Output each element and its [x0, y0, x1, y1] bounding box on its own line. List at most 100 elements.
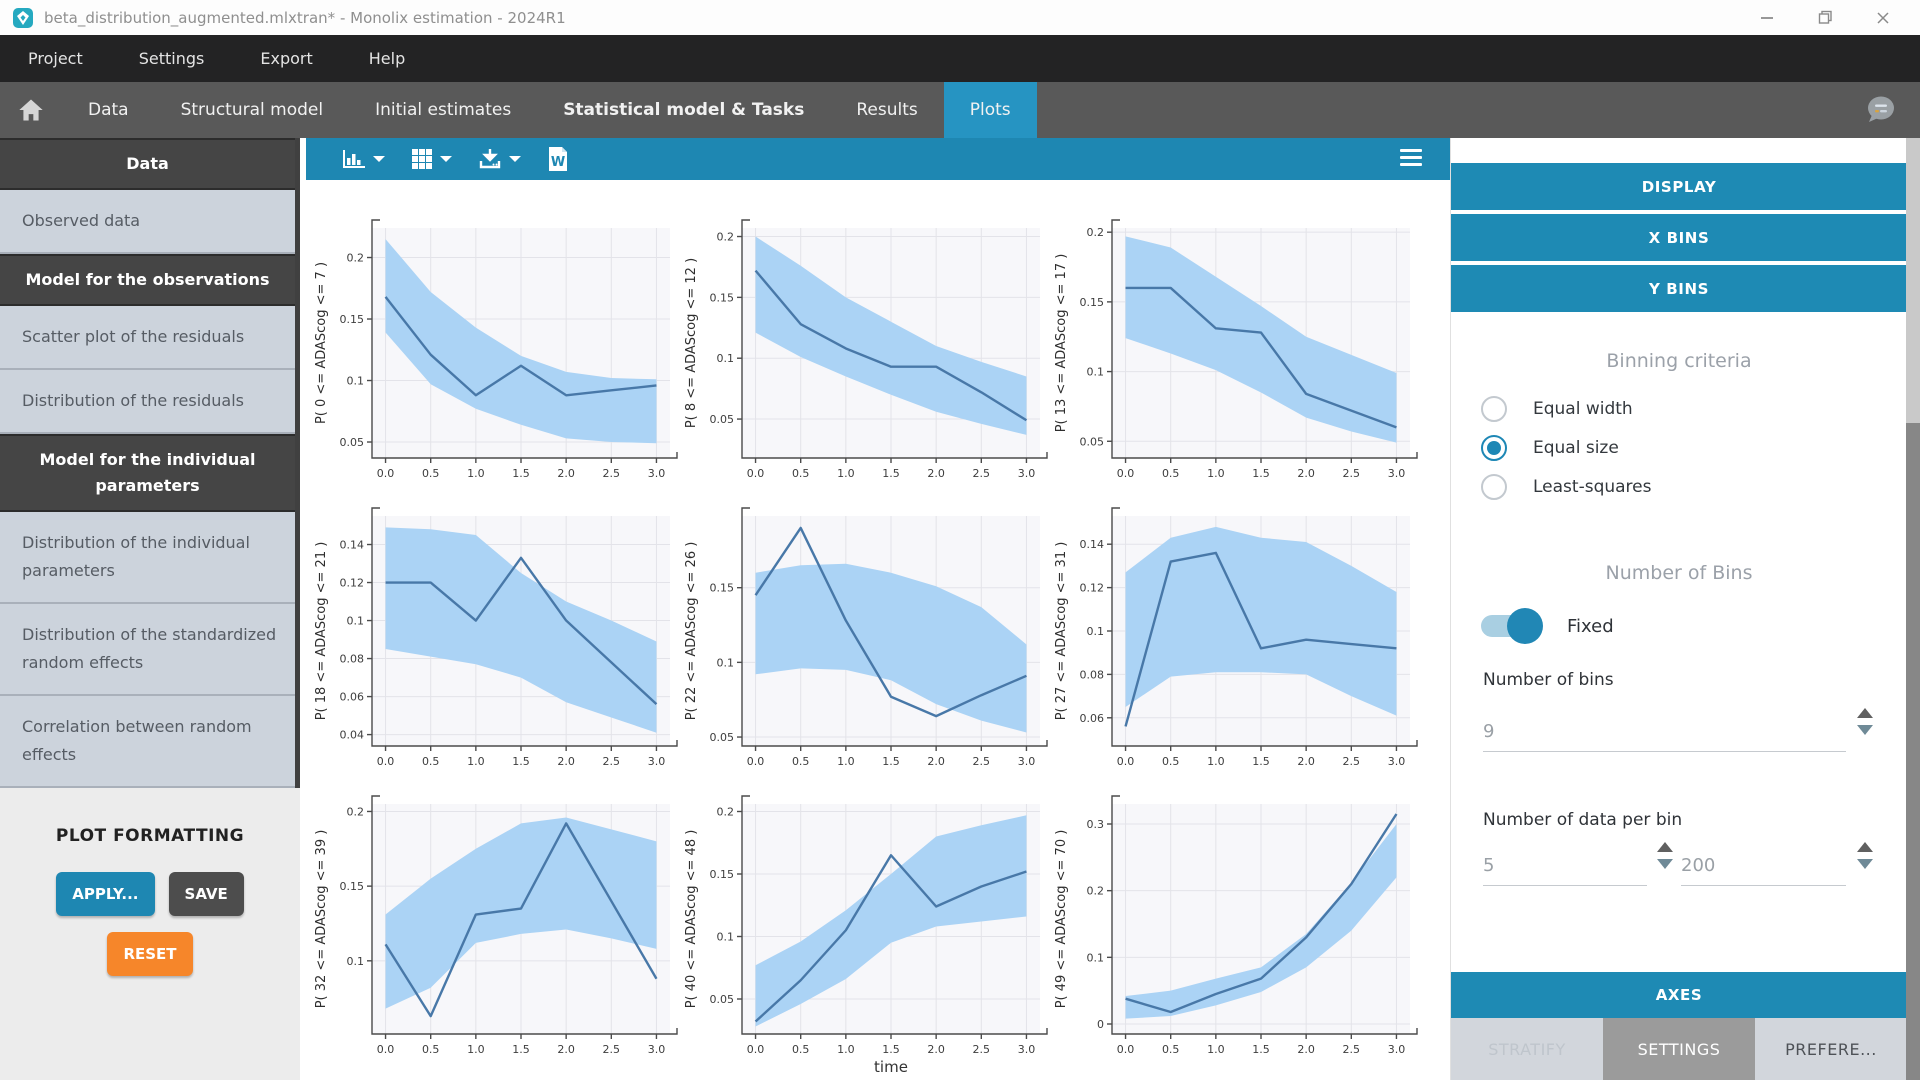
download-icon	[479, 149, 501, 169]
svg-text:W: W	[551, 155, 565, 170]
svg-text:1.0: 1.0	[1207, 755, 1225, 768]
svg-text:3.0: 3.0	[1388, 467, 1406, 480]
svg-text:0.04: 0.04	[340, 729, 365, 742]
word-export-button[interactable]: W	[547, 146, 569, 172]
empirical-line	[384, 822, 658, 1018]
chart-8-p-40-adascog-48[interactable]: 0.05 0.1 0.15 0.2 0.0 0.5 1.0 1.5 2.0 2.5 3.0 P( 40…	[678, 792, 1048, 1080]
svg-text:0.0: 0.0	[1117, 467, 1135, 480]
close-button[interactable]	[1854, 0, 1912, 35]
plot-menu-button[interactable]	[1400, 149, 1422, 170]
data-per-bin-max-stepper[interactable]	[1851, 842, 1879, 869]
svg-text:2.0: 2.0	[927, 1043, 945, 1056]
vertical-scrollbar[interactable]	[1906, 138, 1920, 1080]
comments-icon[interactable]	[1862, 92, 1898, 132]
app-icon	[13, 7, 33, 28]
sidebar-item-observed-data[interactable]: Observed data	[0, 190, 295, 254]
chart-1-p-0-adascog-7[interactable]: 0.05 0.1 0.15 0.2 0.0 0.5 1.0 1.5 2.0 2.5 3.0 P( 0 …	[308, 216, 678, 504]
step-up-icon[interactable]	[1857, 708, 1873, 718]
chart-4-p-18-adascog-21[interactable]: 0.04 0.06 0.08 0.1 0.12 0.14 0.0 0.5 1.0 1.5 2.0 2.…	[308, 504, 678, 792]
menu-project[interactable]: Project	[28, 49, 83, 68]
chart-9-p-49-adascog-70[interactable]: 0 0.1 0.2 0.3 0.0 0.5 1.0 1.5 2.0 2.5 3.0 P( 49 <= …	[1048, 792, 1418, 1080]
sidebar-item-scatter-plot-of-the-residuals[interactable]: Scatter plot of the residuals	[0, 306, 295, 370]
data-per-bin-max-input[interactable]: 200	[1681, 838, 1846, 886]
sidebar-item-model-for-the-observations[interactable]: Model for the observations	[0, 254, 295, 306]
number-of-bins-input[interactable]: 9	[1483, 703, 1846, 752]
restore-button[interactable]	[1796, 0, 1854, 35]
chart-2-p-8-adascog-12[interactable]: 0.05 0.1 0.15 0.2 0.0 0.5 1.0 1.5 2.0 2.5 3.0 P( 8 …	[678, 216, 1048, 504]
confidence-band	[385, 817, 657, 1009]
radio-least-squares[interactable]: Least-squares	[1481, 471, 1651, 503]
panel-tab-settings[interactable]: SETTINGS	[1603, 1018, 1755, 1080]
svg-text:3.0: 3.0	[1388, 755, 1406, 768]
tab-initial-estimates[interactable]: Initial estimates	[375, 100, 512, 120]
panel-tab-stratify[interactable]: STRATIFY	[1488, 1039, 1566, 1059]
svg-text:0.14: 0.14	[1080, 538, 1105, 551]
plot-type-dropdown[interactable]	[342, 149, 385, 169]
step-up-icon[interactable]	[1657, 842, 1673, 852]
save-button[interactable]: SAVE	[168, 872, 244, 916]
svg-text:3.0: 3.0	[1018, 755, 1036, 768]
y-bins-button[interactable]: Y BINS	[1451, 265, 1907, 312]
tab-statistical-model-tasks[interactable]: Statistical model & Tasks	[563, 100, 805, 120]
svg-text:1.5: 1.5	[512, 755, 530, 768]
svg-text:1.0: 1.0	[467, 467, 485, 480]
fixed-toggle[interactable]	[1481, 608, 1543, 644]
sidebar-item-distribution-of-the-residuals[interactable]: Distribution of the residuals	[0, 370, 295, 434]
home-tab[interactable]	[0, 82, 62, 138]
menu-help[interactable]: Help	[368, 49, 406, 68]
step-down-icon[interactable]	[1857, 859, 1873, 869]
sidebar-item-distribution-of-the-individual-parameters[interactable]: Distribution of the individual parameter…	[0, 512, 295, 604]
svg-text:0.5: 0.5	[792, 755, 810, 768]
svg-text:0.0: 0.0	[747, 755, 765, 768]
step-up-icon[interactable]	[1857, 842, 1873, 852]
tab-structural-model[interactable]: Structural model	[180, 100, 324, 120]
display-button[interactable]: DISPLAY	[1451, 163, 1907, 210]
data-per-bin-min-stepper[interactable]	[1651, 842, 1679, 869]
svg-text:1.5: 1.5	[512, 1043, 530, 1056]
empirical-line	[384, 296, 657, 397]
svg-text:2.0: 2.0	[927, 755, 945, 768]
radio-unselected-icon[interactable]	[1481, 474, 1507, 500]
step-down-icon[interactable]	[1857, 725, 1873, 735]
svg-text:3.0: 3.0	[1018, 467, 1036, 480]
menu-settings[interactable]: Settings	[138, 49, 205, 68]
sidebar: Data Observed data Model for the observati…	[0, 138, 300, 1080]
x-bins-button[interactable]: X BINS	[1451, 214, 1907, 261]
chart-5-p-22-adascog-26[interactable]: 0.05 0.1 0.15 0.0 0.5 1.0 1.5 2.0 2.5 3.0 P( 22 <=…	[678, 504, 1048, 792]
sidebar-item-data[interactable]: Data	[0, 138, 295, 190]
chart-6-p-27-adascog-31[interactable]: 0.06 0.08 0.1 0.12 0.14 0.0 0.5 1.0 1.5 2.0 2.5 3.0…	[1048, 504, 1418, 792]
radio-selected-icon[interactable]	[1481, 435, 1507, 461]
settings-panel: DISPLAY X BINS Y BINS Binning criteria E…	[1450, 138, 1907, 1080]
radio-equal-size[interactable]: Equal size	[1481, 432, 1619, 464]
svg-text:2.0: 2.0	[557, 467, 575, 480]
sidebar-item-model-for-the-individual-parameters[interactable]: Model for the individual parameters	[0, 434, 295, 512]
axes-button[interactable]: AXES	[1451, 972, 1907, 1018]
tab-data[interactable]: Data	[88, 100, 129, 120]
minimize-button[interactable]	[1738, 0, 1796, 35]
radio-unselected-icon[interactable]	[1481, 396, 1507, 422]
apply-button[interactable]: APPLY...	[56, 872, 155, 916]
radio-equal-width[interactable]: Equal width	[1481, 393, 1633, 425]
sidebar-item-correlation-between-random-effects[interactable]: Correlation between random effects	[0, 696, 295, 788]
reset-button[interactable]: RESET	[107, 932, 193, 976]
empirical-line	[754, 269, 1028, 422]
svg-text:0.5: 0.5	[792, 467, 810, 480]
tab-results[interactable]: Results	[856, 100, 918, 120]
grid-layout-dropdown[interactable]	[411, 148, 452, 170]
svg-text:1.5: 1.5	[882, 467, 900, 480]
panel-tab-prefere[interactable]: PREFERE...	[1785, 1039, 1877, 1059]
svg-text:0.2: 0.2	[1087, 226, 1105, 239]
chart-3-p-13-adascog-17[interactable]: 0.05 0.1 0.15 0.2 0.0 0.5 1.0 1.5 2.0 2.5 3.0 P( 13…	[1048, 216, 1418, 504]
number-of-bins-stepper[interactable]	[1851, 708, 1879, 735]
download-dropdown[interactable]	[478, 148, 521, 170]
menu-export[interactable]: Export	[260, 49, 313, 68]
chart-7-p-32-adascog-39[interactable]: 0.1 0.15 0.2 0.0 0.5 1.0 1.5 2.0 2.5 3.0 P( 32 <= …	[308, 792, 678, 1080]
data-per-bin-min-input[interactable]: 5	[1483, 838, 1647, 886]
tab-plots[interactable]: Plots	[943, 82, 1037, 138]
speech-bubble-icon	[1868, 96, 1894, 122]
step-down-icon[interactable]	[1657, 859, 1673, 869]
sidebar-item-distribution-of-the-standardized-random-effects[interactable]: Distribution of the standardized random …	[0, 604, 295, 696]
scrollbar-thumb[interactable]	[1906, 423, 1920, 1080]
radio-label: Equal size	[1533, 438, 1619, 458]
